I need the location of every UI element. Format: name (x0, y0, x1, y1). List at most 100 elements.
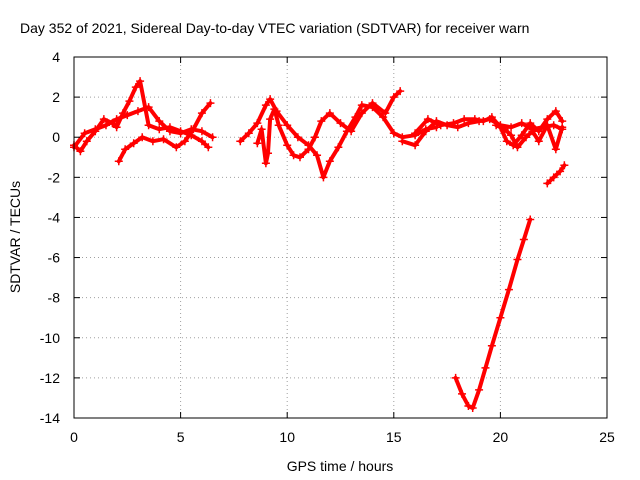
data-point (389, 93, 398, 102)
data-point (487, 341, 496, 350)
data-point (144, 103, 153, 112)
data-point (381, 109, 390, 118)
data-point (304, 145, 313, 154)
data-point (123, 111, 132, 120)
data-point (526, 215, 535, 224)
data-point (131, 83, 140, 92)
data-point (80, 129, 89, 138)
data-point (423, 115, 432, 124)
chart-title: Day 352 of 2021, Sidereal Day-to-day VTE… (20, 20, 529, 36)
series-arc-c (114, 99, 215, 166)
data-point (492, 121, 501, 130)
data-point (543, 121, 552, 130)
data-point (549, 173, 558, 182)
data-point (101, 121, 110, 130)
plot-frame (73, 56, 608, 419)
data-point (347, 127, 356, 136)
data-point (357, 101, 366, 110)
data-point (91, 125, 100, 134)
data-point (82, 137, 91, 146)
data-point (159, 135, 168, 144)
data-point (526, 119, 535, 128)
data-point (496, 313, 505, 322)
data-point (368, 99, 377, 108)
data-point (534, 137, 543, 146)
data-point (519, 235, 528, 244)
data-point (396, 87, 405, 96)
data-point (513, 143, 522, 152)
data-point (136, 77, 145, 86)
series-trace (494, 123, 565, 152)
data-point (479, 117, 488, 126)
data-point (266, 95, 275, 104)
x-tick-label: 5 (177, 429, 185, 445)
data-point (487, 113, 496, 122)
x-tick-label: 0 (70, 429, 78, 445)
x-axis-label: GPS time / hours (287, 458, 394, 474)
y-tick-label: -10 (40, 330, 60, 346)
y-tick-label: 0 (52, 129, 60, 145)
data-point (334, 143, 343, 152)
data-point (556, 167, 565, 176)
data-point (517, 119, 526, 128)
data-point (121, 145, 130, 154)
data-point (236, 137, 245, 146)
data-point (172, 143, 181, 152)
data-point (76, 147, 85, 156)
data-point (470, 115, 479, 124)
data-point (148, 137, 157, 146)
series-trace (453, 217, 533, 410)
data-point (155, 117, 164, 126)
data-point (112, 115, 121, 124)
data-point (449, 119, 458, 128)
x-tick-label: 10 (279, 429, 295, 445)
data-point (436, 121, 445, 130)
data-point (133, 107, 142, 116)
data-point (261, 101, 270, 110)
data-point (266, 115, 275, 124)
data-point (274, 121, 283, 130)
data-point (253, 119, 262, 128)
data-point (357, 109, 366, 118)
data-point (112, 123, 121, 132)
data-point (504, 285, 513, 294)
data-point (295, 153, 304, 162)
data-point (481, 363, 490, 372)
data-point (253, 139, 262, 148)
data-point (99, 115, 108, 124)
data-point (389, 129, 398, 138)
y-tick-label: 4 (52, 49, 60, 65)
data-point (144, 121, 153, 130)
series-arc-e (253, 87, 405, 168)
data-point (310, 133, 319, 142)
data-point (502, 137, 511, 146)
data-point (197, 127, 206, 136)
y-tick-label: -4 (48, 209, 61, 225)
data-point (507, 123, 516, 132)
x-tick-label: 25 (599, 429, 615, 445)
data-point (208, 133, 217, 142)
data-point (521, 133, 530, 142)
data-point (317, 117, 326, 126)
data-point (155, 125, 164, 134)
data-point (257, 125, 266, 134)
data-point (197, 137, 206, 146)
y-tick-label: -14 (40, 410, 60, 426)
data-point (244, 129, 253, 138)
data-point (129, 139, 138, 148)
data-point (458, 389, 467, 398)
data-point (513, 255, 522, 264)
data-point (114, 157, 123, 166)
y-tick-label: -12 (40, 370, 60, 386)
data-point (460, 115, 469, 124)
data-point (270, 105, 279, 114)
data-point (125, 97, 134, 106)
data-point (138, 133, 147, 142)
data-point (189, 125, 198, 134)
data-point (528, 127, 537, 136)
data-point (475, 385, 484, 394)
data-point (411, 141, 420, 150)
data-point (206, 99, 215, 108)
data-point (325, 157, 334, 166)
